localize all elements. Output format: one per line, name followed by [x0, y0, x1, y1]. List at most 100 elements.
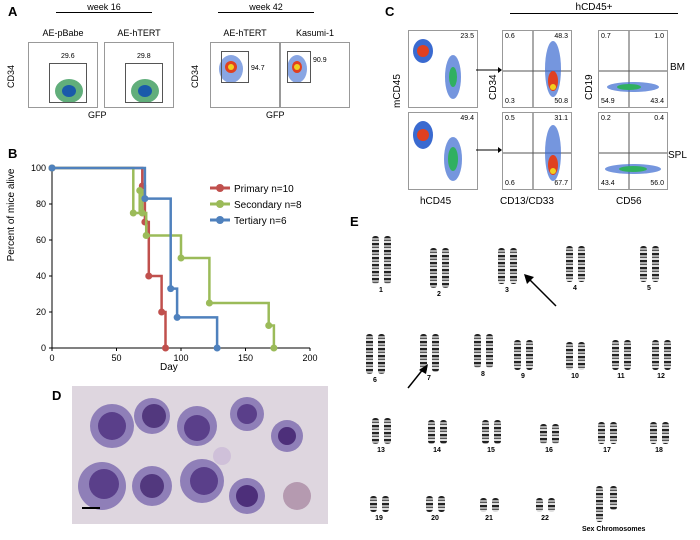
- cell-image: [78, 397, 311, 514]
- chromosome-number: 21: [485, 515, 493, 522]
- plot-title: Kasumi-1: [295, 28, 334, 38]
- quadrant-value: 31.1: [554, 115, 568, 122]
- chromosome: [536, 498, 543, 512]
- quadrant-value: 1.0: [654, 33, 664, 40]
- chromosome: [612, 340, 619, 370]
- flow-plot-c-spl-3: 0.2 0.4 43.4 56.0: [598, 112, 668, 190]
- quadrant-value: 54.9: [601, 98, 615, 105]
- chromosome-number: 17: [603, 447, 611, 454]
- chromosome: [440, 420, 447, 444]
- micrograph: [72, 386, 328, 524]
- chromosome-number: 11: [617, 373, 625, 380]
- flow-plot-htert16: 29.8: [104, 42, 174, 108]
- quadrant-value: 23.5: [460, 33, 474, 40]
- gate-percentage: 29.6: [61, 53, 75, 60]
- chromosome: [438, 496, 445, 512]
- x-tick-label: 100: [173, 353, 188, 363]
- quadrant-value: 48.3: [554, 33, 568, 40]
- quadrant-value: 0.6: [505, 180, 515, 187]
- chromosome: [480, 498, 487, 512]
- scatter-cloud: [413, 39, 461, 99]
- scatter-cloud: [287, 55, 307, 83]
- data-point: [162, 344, 170, 352]
- chromosome-number: 13: [377, 447, 385, 454]
- chromosome-number: 3: [505, 287, 509, 294]
- arrow-chr3: [524, 274, 557, 307]
- y-tick-label: 60: [36, 235, 46, 245]
- chromosome: [384, 418, 391, 444]
- chromosome: [420, 334, 427, 372]
- y-tick-label: 0: [41, 343, 46, 353]
- chromosome: [372, 236, 379, 284]
- chromosome-number: 9: [521, 373, 525, 380]
- week16-label: week 16: [56, 2, 152, 13]
- chromosome: [366, 334, 373, 374]
- quadrant-value: 0.2: [601, 115, 611, 122]
- legend-marker: [216, 200, 224, 208]
- gate-percentage: 90.9: [313, 57, 327, 64]
- chromosome-number: 15: [487, 447, 495, 454]
- cd56-axis-label: CD56: [616, 196, 642, 207]
- scatter-cloud: [413, 121, 462, 181]
- chromosome: [540, 424, 547, 444]
- data-point: [129, 209, 137, 217]
- x-tick-label: 50: [111, 353, 121, 363]
- chromosome: [370, 496, 377, 512]
- panel-label-a: A: [8, 4, 18, 19]
- chromosome: [652, 246, 659, 282]
- chromosome: [624, 340, 631, 370]
- chromosome: [578, 246, 585, 282]
- chromosome: [610, 486, 617, 510]
- quadrant-value: 0.3: [505, 98, 515, 105]
- cd13-cd33-axis-label: CD13/CD33: [500, 196, 554, 207]
- hcd45-axis-label: hCD45: [420, 196, 452, 207]
- sex-chromosomes-label: Sex Chromosomes: [582, 526, 646, 533]
- row-label-spl: SPL: [668, 150, 687, 161]
- x-tick-label: 0: [49, 353, 54, 363]
- chromosome: [442, 248, 449, 288]
- chromosome-number: 18: [655, 447, 663, 454]
- arrow-chr7: [407, 364, 428, 389]
- chromosome: [510, 248, 517, 284]
- quadrant-value: 49.4: [460, 115, 474, 122]
- chromosome: [486, 334, 493, 368]
- data-point: [141, 195, 149, 203]
- scatter-cloud: [599, 31, 667, 107]
- data-point: [205, 299, 213, 307]
- survival-chart: 0 20 40 60 80 100 0 50 100 150 200 Primary n=10 Sec…: [0, 160, 330, 380]
- scatter-cloud: [503, 31, 571, 107]
- chromosome: [474, 334, 481, 368]
- gfp-axis-label: GFP: [88, 110, 107, 120]
- chromosome-number: 22: [541, 515, 549, 522]
- flow-plot-c-bm-3: 0.7 1.0 54.9 43.4: [598, 30, 668, 108]
- quadrant-value: 0.5: [505, 115, 515, 122]
- chromosome: [596, 486, 603, 522]
- chromosome-number: 1: [379, 287, 383, 294]
- chromosome: [566, 342, 573, 370]
- y-tick-label: 80: [36, 199, 46, 209]
- scatter-cloud: [131, 79, 159, 103]
- data-point: [265, 322, 273, 329]
- flow-plot-pbabe: 29.6: [28, 42, 98, 108]
- chromosome-number: 8: [481, 371, 485, 378]
- gating-arrows: [476, 67, 502, 153]
- gate-percentage: 29.8: [137, 53, 151, 60]
- chromosome: [662, 422, 669, 444]
- chromosome: [514, 340, 521, 370]
- data-point: [177, 254, 185, 262]
- chromosome-number: 4: [573, 285, 577, 292]
- chromosome: [482, 420, 489, 444]
- legend-marker: [216, 216, 224, 224]
- quadrant-value: 67.7: [554, 180, 568, 187]
- gate: [49, 63, 87, 103]
- panel-label-e: E: [350, 214, 359, 229]
- quadrant-value: 0.6: [505, 33, 515, 40]
- quadrant-value: 56.0: [650, 180, 664, 187]
- legend-label: Secondary n=8: [234, 200, 302, 211]
- chromosome-number: 12: [657, 373, 665, 380]
- chromosome: [566, 246, 573, 282]
- scatter-cloud: [503, 113, 571, 189]
- y-tick-label: 20: [36, 307, 46, 317]
- survival-svg: 0 20 40 60 80 100 0 50 100 150 200 Primary n=10 Sec…: [31, 163, 318, 363]
- chromosome: [384, 236, 391, 284]
